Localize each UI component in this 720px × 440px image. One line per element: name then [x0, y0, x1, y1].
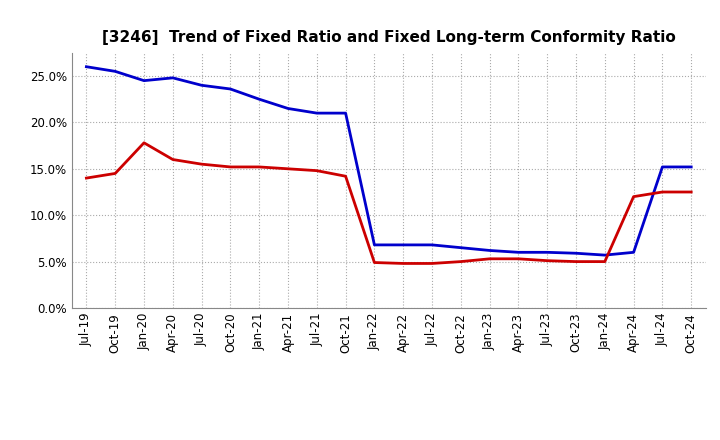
Line: Fixed Ratio: Fixed Ratio	[86, 67, 691, 255]
Fixed Long-term Conformity Ratio	[197, 161, 206, 167]
Fixed Ratio	[399, 242, 408, 248]
Fixed Ratio	[168, 75, 177, 81]
Fixed Ratio	[341, 110, 350, 116]
Fixed Long-term Conformity Ratio	[572, 259, 580, 264]
Fixed Long-term Conformity Ratio	[658, 189, 667, 194]
Fixed Long-term Conformity Ratio	[428, 261, 436, 266]
Fixed Ratio	[543, 249, 552, 255]
Fixed Long-term Conformity Ratio	[543, 258, 552, 263]
Fixed Long-term Conformity Ratio	[341, 174, 350, 179]
Fixed Ratio	[629, 249, 638, 255]
Fixed Ratio	[284, 106, 292, 111]
Fixed Ratio	[82, 64, 91, 70]
Fixed Ratio	[485, 248, 494, 253]
Fixed Ratio	[514, 249, 523, 255]
Fixed Long-term Conformity Ratio	[82, 176, 91, 181]
Fixed Ratio	[428, 242, 436, 248]
Fixed Long-term Conformity Ratio	[140, 140, 148, 146]
Fixed Ratio	[687, 164, 696, 169]
Fixed Ratio	[600, 253, 609, 258]
Fixed Long-term Conformity Ratio	[284, 166, 292, 172]
Fixed Long-term Conformity Ratio	[456, 259, 465, 264]
Fixed Long-term Conformity Ratio	[399, 261, 408, 266]
Fixed Long-term Conformity Ratio	[168, 157, 177, 162]
Fixed Ratio	[658, 164, 667, 169]
Fixed Long-term Conformity Ratio	[629, 194, 638, 199]
Fixed Long-term Conformity Ratio	[312, 168, 321, 173]
Fixed Ratio	[370, 242, 379, 248]
Fixed Ratio	[312, 110, 321, 116]
Fixed Long-term Conformity Ratio	[111, 171, 120, 176]
Fixed Ratio	[226, 86, 235, 92]
Fixed Ratio	[572, 251, 580, 256]
Fixed Long-term Conformity Ratio	[687, 189, 696, 194]
Line: Fixed Long-term Conformity Ratio: Fixed Long-term Conformity Ratio	[86, 143, 691, 264]
Title: [3246]  Trend of Fixed Ratio and Fixed Long-term Conformity Ratio: [3246] Trend of Fixed Ratio and Fixed Lo…	[102, 29, 675, 45]
Fixed Long-term Conformity Ratio	[226, 164, 235, 169]
Fixed Long-term Conformity Ratio	[255, 164, 264, 169]
Fixed Long-term Conformity Ratio	[370, 260, 379, 265]
Fixed Ratio	[140, 78, 148, 83]
Fixed Long-term Conformity Ratio	[600, 259, 609, 264]
Fixed Long-term Conformity Ratio	[485, 256, 494, 261]
Fixed Long-term Conformity Ratio	[514, 256, 523, 261]
Fixed Ratio	[456, 245, 465, 250]
Fixed Ratio	[255, 96, 264, 102]
Fixed Ratio	[197, 83, 206, 88]
Fixed Ratio	[111, 69, 120, 74]
